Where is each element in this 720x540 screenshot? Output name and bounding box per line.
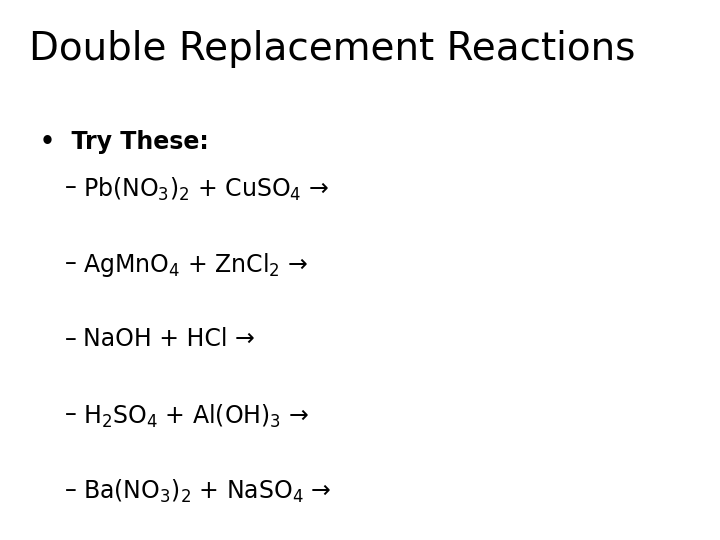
Text: Ba(NO$_3$)$_2$ + NaSO$_4$ →: Ba(NO$_3$)$_2$ + NaSO$_4$ → <box>83 478 331 505</box>
Text: –: – <box>65 478 91 502</box>
Text: –: – <box>65 176 91 199</box>
Text: –: – <box>65 251 91 275</box>
Text: –: – <box>65 402 91 426</box>
Text: •  Try These:: • Try These: <box>40 130 208 153</box>
Text: –: – <box>65 327 91 350</box>
Text: AgMnO$_4$ + ZnCl$_2$ →: AgMnO$_4$ + ZnCl$_2$ → <box>83 251 308 279</box>
Text: H$_2$SO$_4$ + Al(OH)$_3$ →: H$_2$SO$_4$ + Al(OH)$_3$ → <box>83 402 309 429</box>
Text: Pb(NO$_3$)$_2$ + CuSO$_4$ →: Pb(NO$_3$)$_2$ + CuSO$_4$ → <box>83 176 329 202</box>
Text: NaOH + HCl →: NaOH + HCl → <box>83 327 255 350</box>
Text: Double Replacement Reactions: Double Replacement Reactions <box>29 30 635 68</box>
